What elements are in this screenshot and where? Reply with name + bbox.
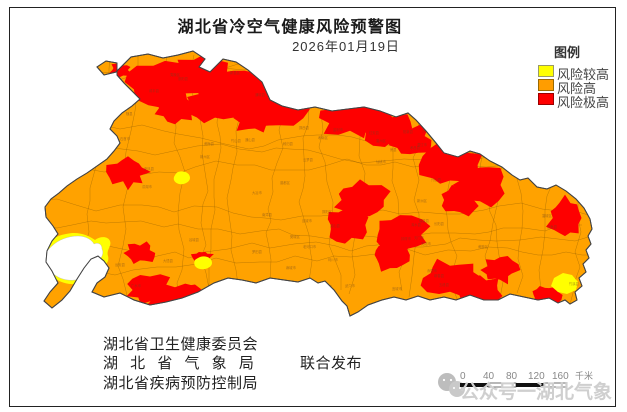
svg-text:0: 0 bbox=[460, 371, 466, 382]
svg-text:40: 40 bbox=[483, 371, 495, 382]
svg-text:80: 80 bbox=[506, 371, 518, 382]
svg-text:160: 160 bbox=[552, 371, 569, 382]
svg-text:千米: 千米 bbox=[575, 370, 593, 381]
svg-text:公众号一湖北气象: 公众号一湖北气象 bbox=[460, 380, 612, 403]
svg-text:120: 120 bbox=[528, 371, 545, 382]
